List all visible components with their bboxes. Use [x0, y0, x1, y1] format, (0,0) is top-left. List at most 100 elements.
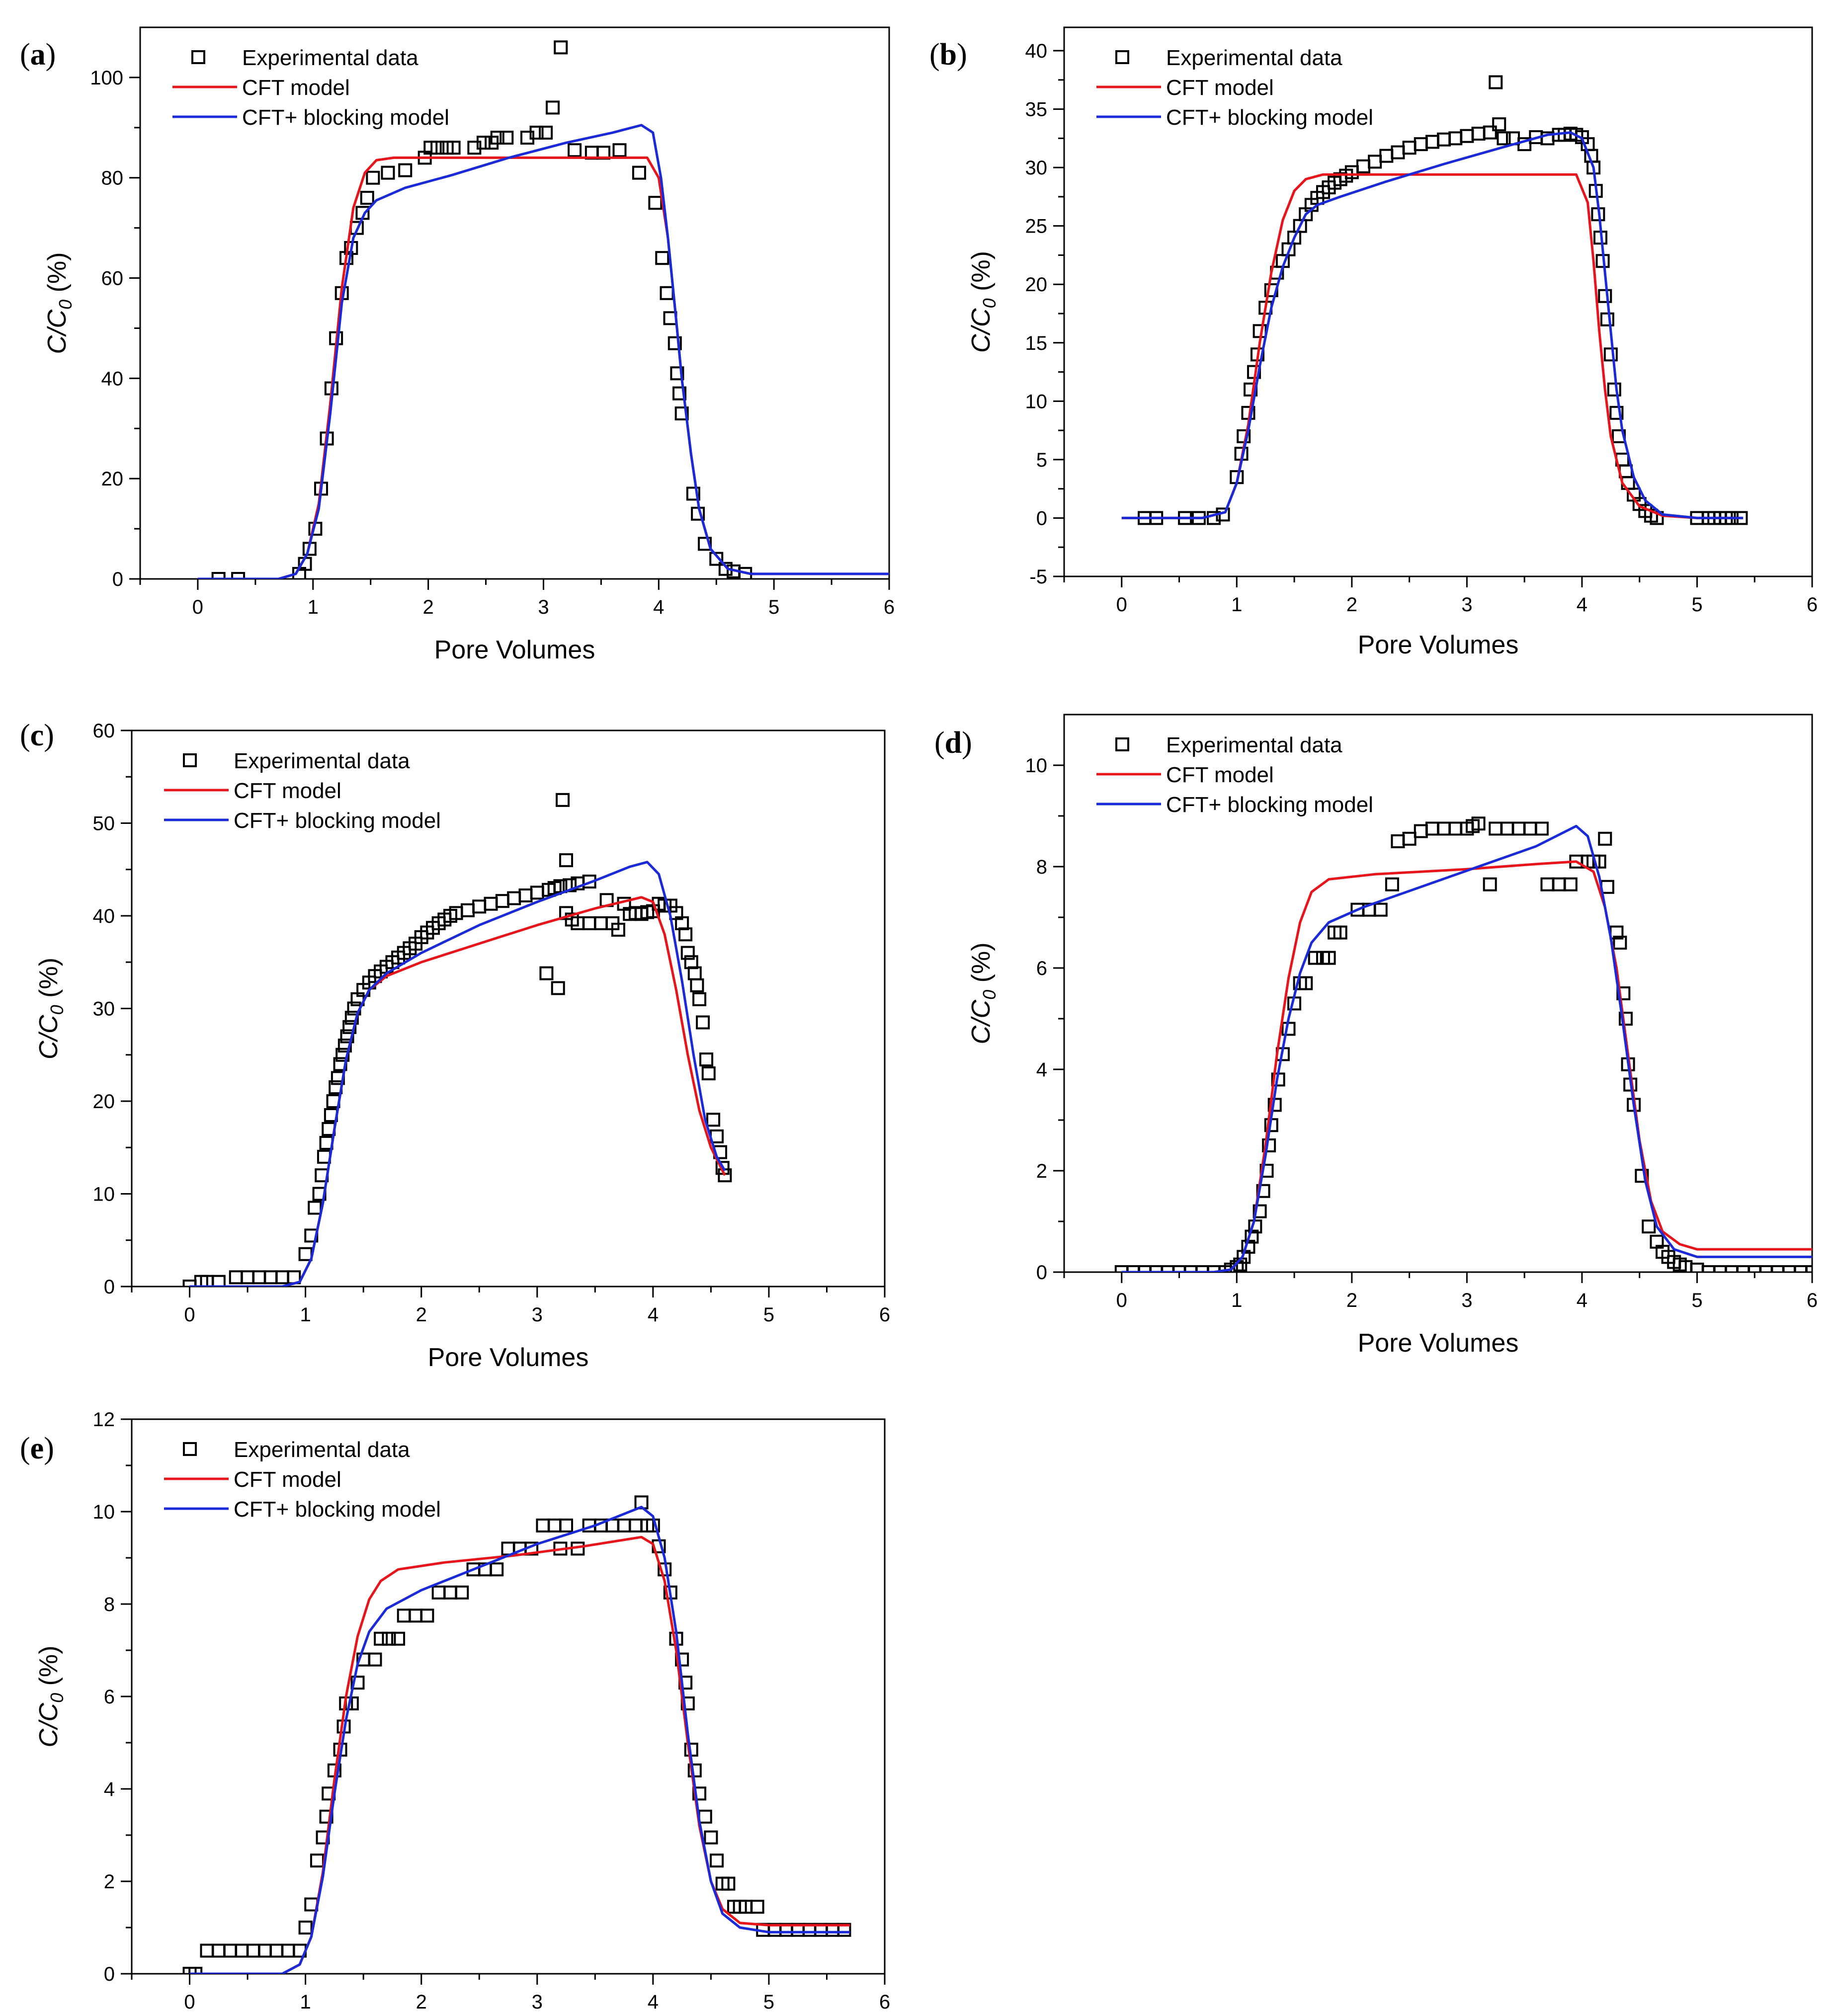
y-tick-label: 0: [1036, 1262, 1047, 1284]
experimental-data-point: [1414, 824, 1428, 838]
experimental-data-point: [1402, 831, 1417, 846]
experimental-data-point: [275, 1270, 289, 1285]
experimental-data-point: [1642, 1219, 1656, 1234]
plot-area: [1121, 75, 1748, 525]
experimental-data-point: [1748, 1265, 1762, 1272]
x-tick-label: 6: [879, 1304, 890, 1326]
x-tick-label: 3: [538, 596, 549, 618]
y-tick-label: 12: [93, 1409, 115, 1431]
plot-area: [1114, 816, 1812, 1272]
plot-area: [182, 793, 732, 1287]
y-tick-label: 0: [104, 1963, 115, 1985]
experimental-data-point: [269, 1943, 284, 1958]
experimental-data-point: [1391, 834, 1405, 848]
y-tick-label: 5: [1036, 449, 1047, 471]
experimental-data-point: [446, 141, 461, 155]
experimental-data-point: [1414, 137, 1428, 152]
experimental-data-point: [1603, 347, 1618, 362]
x-tick-label: 6: [884, 596, 895, 618]
experimental-data-point: [500, 131, 514, 145]
x-tick-label: 0: [1116, 1290, 1127, 1311]
experimental-data-point: [1195, 1265, 1209, 1272]
legend-label: Experimental data: [1166, 733, 1342, 757]
experimental-data-point: [715, 1161, 730, 1175]
experimental-data-point: [1437, 821, 1451, 836]
experimental-data-point: [1724, 1265, 1739, 1272]
legend-label: CFT+ blocking model: [1166, 793, 1373, 817]
y-tick-label: 4: [1036, 1059, 1047, 1081]
experimental-data-point: [252, 1270, 266, 1285]
experimental-data-point: [1114, 1265, 1129, 1272]
y-axis-title: C/C0 (%): [967, 251, 1000, 353]
legend-marker-experimental: [191, 50, 205, 64]
experimental-data-point: [1607, 382, 1621, 397]
y-axis-title: C/C0 (%): [967, 943, 1000, 1045]
y-tick-label: 35: [1025, 99, 1048, 121]
cft-blocking-model-line: [1121, 131, 1744, 519]
cft-model-line: [1121, 860, 1812, 1272]
experimental-data-point: [547, 1518, 562, 1532]
y-tick-label: 10: [1025, 391, 1048, 412]
cft-blocking-model-line: [189, 861, 726, 1287]
y-tick-label: 60: [93, 720, 115, 742]
panel-label: (b): [929, 38, 967, 72]
y-tick-label: 40: [101, 368, 124, 390]
legend-label: CFT model: [234, 1467, 341, 1492]
x-tick-label: 2: [416, 1304, 427, 1326]
cft-model-line: [189, 896, 726, 1287]
legend-label: CFT model: [1166, 76, 1274, 100]
experimental-data-point: [310, 1854, 324, 1868]
cft-blocking-model-line: [197, 124, 889, 579]
x-tick-label: 3: [532, 1304, 543, 1326]
experimental-data-point: [539, 125, 553, 140]
experimental-data-point: [1540, 877, 1555, 891]
legend-label: CFT+ blocking model: [234, 808, 441, 833]
experimental-data-point: [1126, 1265, 1140, 1272]
experimental-data-point: [1379, 149, 1394, 163]
legend-label: Experimental data: [1166, 46, 1342, 70]
x-tick-label: 2: [1346, 594, 1357, 616]
experimental-data-point: [1618, 1012, 1633, 1026]
y-axis-title: C/C0 (%): [34, 958, 67, 1059]
experimental-data-point: [1552, 877, 1566, 891]
experimental-data-point: [1500, 821, 1514, 836]
experimental-data-point: [1373, 902, 1388, 917]
x-tick-label: 4: [653, 596, 664, 618]
experimental-data-point: [472, 899, 487, 914]
experimental-data-point: [1138, 1265, 1152, 1272]
experimental-data-point: [690, 978, 704, 992]
experimental-data-point: [1613, 936, 1627, 950]
experimental-data-point: [556, 793, 570, 807]
experimental-data-point: [670, 366, 684, 381]
experimental-data-point: [1172, 1265, 1186, 1272]
experimental-data-point: [1713, 1265, 1727, 1272]
panel-label: (c): [20, 719, 54, 752]
experimental-data-point: [568, 143, 582, 158]
experimental-data-point: [1489, 821, 1503, 836]
experimental-data-point: [182, 1280, 197, 1287]
experimental-data-point: [350, 1676, 365, 1690]
experimental-data-point: [1782, 1265, 1796, 1272]
x-tick-label: 1: [300, 1991, 311, 2013]
experimental-data-point: [340, 1029, 354, 1044]
experimental-data-point: [536, 1518, 550, 1532]
experimental-data-point: [706, 1113, 721, 1127]
x-tick-label: 5: [763, 1304, 774, 1326]
panel-label: (e): [20, 1432, 54, 1465]
experimental-data-point: [344, 1011, 359, 1025]
experimental-data-point: [431, 1585, 446, 1600]
experimental-data-point: [1256, 1184, 1270, 1198]
x-tick-label: 0: [1116, 594, 1127, 616]
experimental-data-point: [1483, 877, 1497, 891]
plot-area: [182, 1495, 851, 1974]
experimental-data-point: [655, 251, 669, 265]
y-tick-label: -5: [1029, 566, 1047, 588]
y-tick-label: 40: [93, 905, 115, 927]
experimental-data-point: [490, 1562, 504, 1577]
y-tick-label: 8: [1036, 856, 1047, 878]
experimental-data-point: [1252, 1204, 1267, 1218]
y-tick-label: 15: [1025, 332, 1048, 354]
x-tick-label: 0: [184, 1304, 195, 1326]
